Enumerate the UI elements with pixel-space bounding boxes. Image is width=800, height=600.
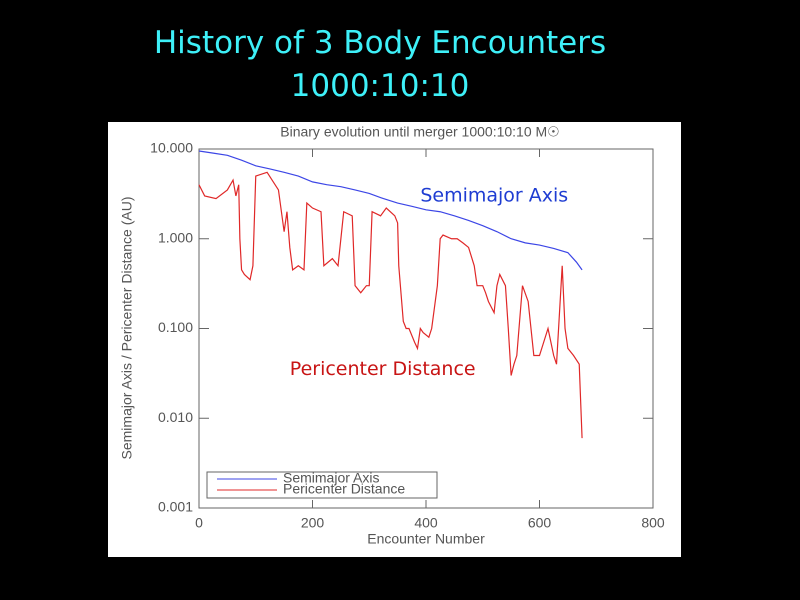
x-tick-label: 200 [301,515,325,531]
annotation: Pericenter Distance [290,358,476,380]
y-tick-label: 10.000 [150,140,193,156]
legend-label: Pericenter Distance [283,481,405,497]
x-tick-label: 600 [528,515,552,531]
annotation: Semimajor Axis [420,184,568,206]
y-tick-label: 0.010 [158,409,193,425]
x-tick-label: 400 [414,515,438,531]
data-line [198,171,583,439]
data-line [198,150,583,271]
x-tick-label: 800 [641,515,665,531]
y-tick-label: 1.000 [158,229,193,245]
legend-box [206,471,438,499]
slide-title: History of 3 Body Encounters [154,25,606,61]
x-axis-label: Encounter Number [367,531,485,547]
y-axis-label: Semimajor Axis / Pericenter Distance (AU… [119,197,135,460]
chart-title: Binary evolution until merger 1000:10:10… [280,124,559,140]
y-tick-label: 0.001 [158,499,193,515]
legend-label: Semimajor Axis [283,470,379,486]
slide-subtitle: 1000:10:10 [291,68,470,104]
x-tick-label: 0 [195,515,203,531]
y-tick-label: 0.100 [158,319,193,335]
